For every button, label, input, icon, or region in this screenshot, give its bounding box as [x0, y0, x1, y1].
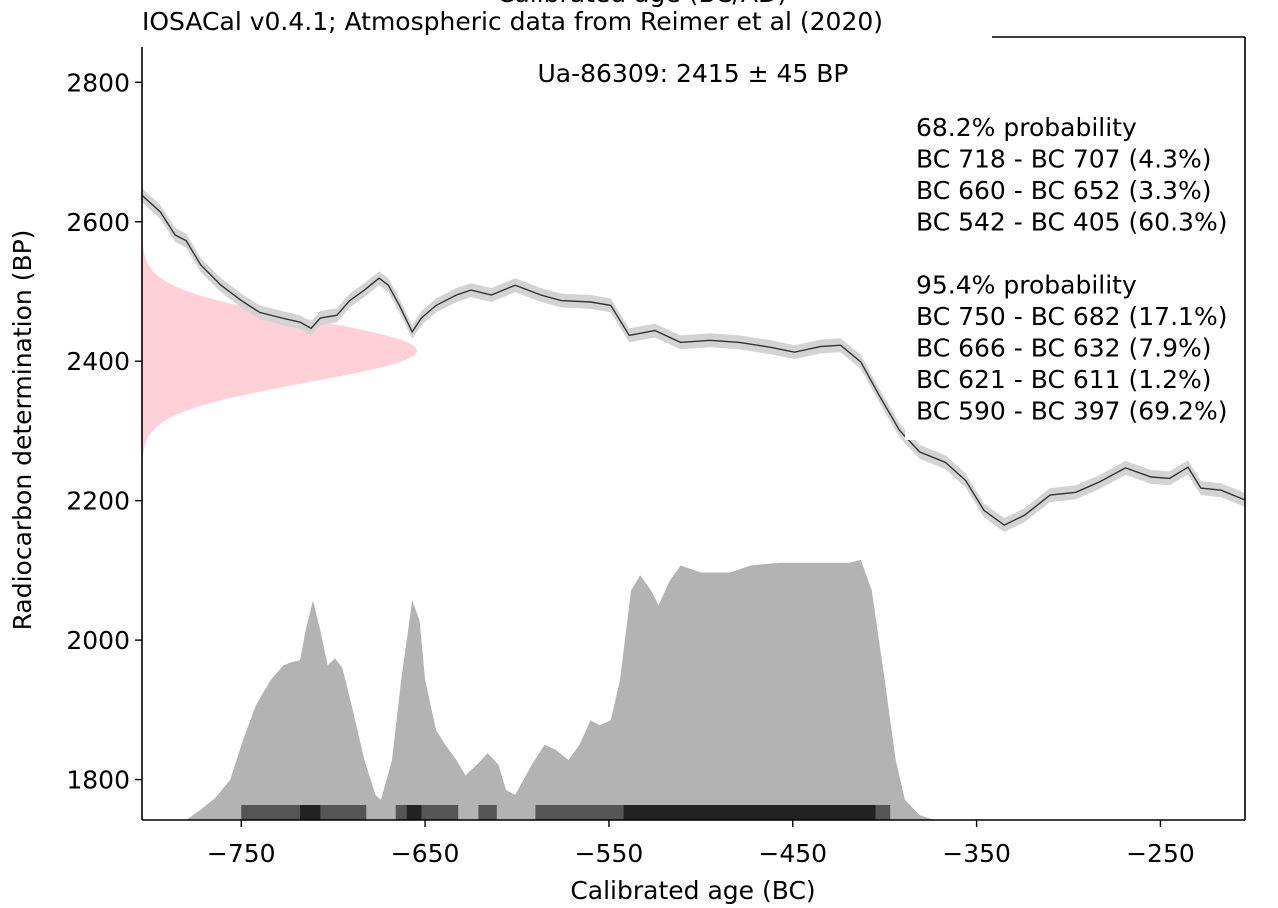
- legend-box: [905, 103, 1278, 440]
- interval-bar: [300, 805, 321, 820]
- x-tick-label: −250: [1126, 839, 1195, 868]
- y-tick-label: 2200: [66, 487, 130, 516]
- y-tick-label: 1800: [66, 766, 130, 795]
- y-tick-label: 2800: [66, 68, 130, 97]
- interval-range: BC 590 - BC 397 (69.2%): [916, 397, 1227, 426]
- annotation: Ua-86309: 2415 ± 45 BP: [538, 59, 849, 88]
- interval-bar: [406, 805, 422, 820]
- x-tick-label: −550: [575, 839, 644, 868]
- y-tick-label: 2000: [66, 626, 130, 655]
- x-tick-label: −350: [942, 839, 1011, 868]
- calibrated-density: [186, 559, 935, 820]
- interval-bar: [395, 805, 459, 820]
- interval-bar: [623, 805, 876, 820]
- y-tick-label: 2600: [66, 208, 130, 237]
- interval-range: BC 666 - BC 632 (7.9%): [916, 334, 1212, 363]
- x-tick-label: −450: [758, 839, 827, 868]
- marks: [142, 37, 1245, 820]
- interval-heading: 68.2% probability: [916, 113, 1137, 142]
- x-tick-label: −750: [207, 839, 276, 868]
- y-tick-label: 2400: [66, 347, 130, 376]
- interval-range: BC 660 - BC 652 (3.3%): [916, 176, 1212, 205]
- interval-range: BC 750 - BC 682 (17.1%): [916, 302, 1227, 331]
- plot-area: [142, 37, 1245, 820]
- title-background: [138, 26, 992, 46]
- chart-title: IOSACal v0.4.1; Atmospheric data from Re…: [142, 7, 883, 36]
- interval-bar: [478, 805, 497, 820]
- interval-range: BC 542 - BC 405 (60.3%): [916, 208, 1227, 237]
- interval-range: BC 621 - BC 611 (1.2%): [916, 365, 1212, 394]
- interval-heading: 95.4% probability: [916, 271, 1137, 300]
- x-tick-label: −650: [391, 839, 460, 868]
- calibration-curve: [142, 194, 1245, 526]
- interval-range: BC 718 - BC 707 (4.3%): [916, 145, 1212, 174]
- top-axis-label: Calibrated age (BC/AD): [497, 0, 787, 8]
- x-axis-label: Calibrated age (BC): [570, 876, 815, 905]
- y-axis-label: Radiocarbon determination (BP): [8, 230, 37, 631]
